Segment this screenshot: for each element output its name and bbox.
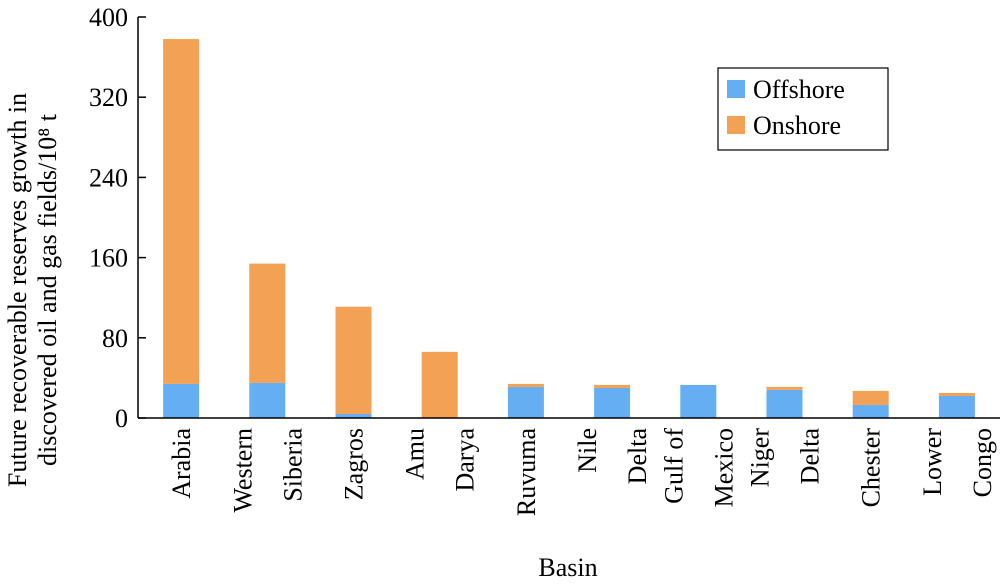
x-tick-label-line: Arabia	[167, 428, 196, 499]
x-tick-label: Chester	[857, 428, 886, 508]
x-axis-label: Basin	[538, 553, 597, 582]
x-tick-label: Ruvuma	[512, 428, 541, 517]
x-tick-label-line: Congo	[968, 428, 997, 497]
x-tick-label-line: Ruvuma	[512, 428, 541, 517]
bar-segment	[249, 382, 286, 418]
x-tick-label-line: Mexico	[709, 428, 738, 507]
x-tick-label-line: Darya	[451, 428, 480, 492]
x-tick-label: Arabia	[167, 428, 196, 499]
bar-segment	[335, 413, 372, 418]
bar-segment	[594, 384, 631, 388]
y-tick-label: 0	[115, 404, 128, 433]
legend-swatch	[727, 116, 745, 134]
x-tick-label: Amu Darya	[401, 428, 480, 492]
bar-segment	[766, 386, 803, 390]
x-tick-label: Nile Delta	[573, 428, 652, 485]
x-tick-label-line: Zagros	[340, 428, 369, 500]
x-tick-label-line: Lower	[918, 428, 947, 496]
bar-segment	[163, 383, 200, 418]
x-tick-label-line: Gulf of	[659, 428, 688, 504]
x-tick-label-line: Delta	[796, 428, 825, 485]
y-tick-label: 80	[102, 324, 128, 353]
x-tick-label-line: Siberia	[278, 428, 307, 502]
bar-segment	[163, 39, 200, 384]
x-tick-label-line: Niger	[746, 428, 775, 488]
bar-segment	[594, 387, 631, 418]
bar-segment	[938, 392, 975, 396]
bar-segment	[507, 386, 544, 418]
x-tick-label: Western Siberia	[228, 428, 307, 513]
y-tick-label: 160	[89, 244, 128, 273]
legend-box	[717, 67, 889, 151]
bar-segment	[680, 384, 717, 418]
x-tick-label: Niger Delta	[746, 428, 825, 488]
bar-segment	[766, 389, 803, 418]
x-tick-label-line: Amu	[401, 428, 430, 480]
legend-label: Onshore	[753, 111, 841, 140]
bar-segment	[421, 351, 458, 418]
y-axis-label: discovered oil and gas fields/10⁸ t	[33, 113, 62, 466]
x-tick-label-line: Chester	[857, 428, 886, 508]
x-tick-label-line: Delta	[623, 428, 652, 485]
x-tick-label-line: Nile	[573, 428, 602, 473]
x-tick-label: Zagros	[340, 428, 369, 500]
y-axis-label: Future recoverable reserves growth in	[3, 93, 32, 487]
bar-segment	[335, 306, 372, 414]
bar-segment	[852, 404, 889, 418]
bar-segment	[938, 395, 975, 418]
legend-label: Offshore	[753, 75, 845, 104]
y-tick-label: 240	[89, 163, 128, 192]
x-tick-label: Gulf of Mexico	[659, 428, 738, 508]
legend-swatch	[727, 80, 745, 98]
y-tick-label: 400	[89, 3, 128, 32]
x-tick-label: Lower Congo	[918, 428, 997, 498]
bar-segment	[852, 390, 889, 405]
bar-segment	[507, 383, 544, 387]
x-tick-label-line: Western	[228, 428, 257, 513]
bar-segment	[249, 263, 286, 383]
y-tick-label: 320	[89, 83, 128, 112]
